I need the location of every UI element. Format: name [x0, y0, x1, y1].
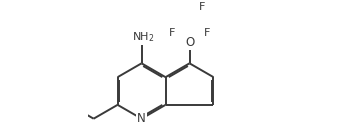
Text: F: F: [204, 28, 210, 38]
Text: F: F: [169, 28, 175, 38]
Text: NH$_2$: NH$_2$: [132, 30, 155, 44]
Text: O: O: [185, 36, 194, 49]
Text: F: F: [199, 2, 206, 12]
Text: N: N: [137, 112, 146, 125]
